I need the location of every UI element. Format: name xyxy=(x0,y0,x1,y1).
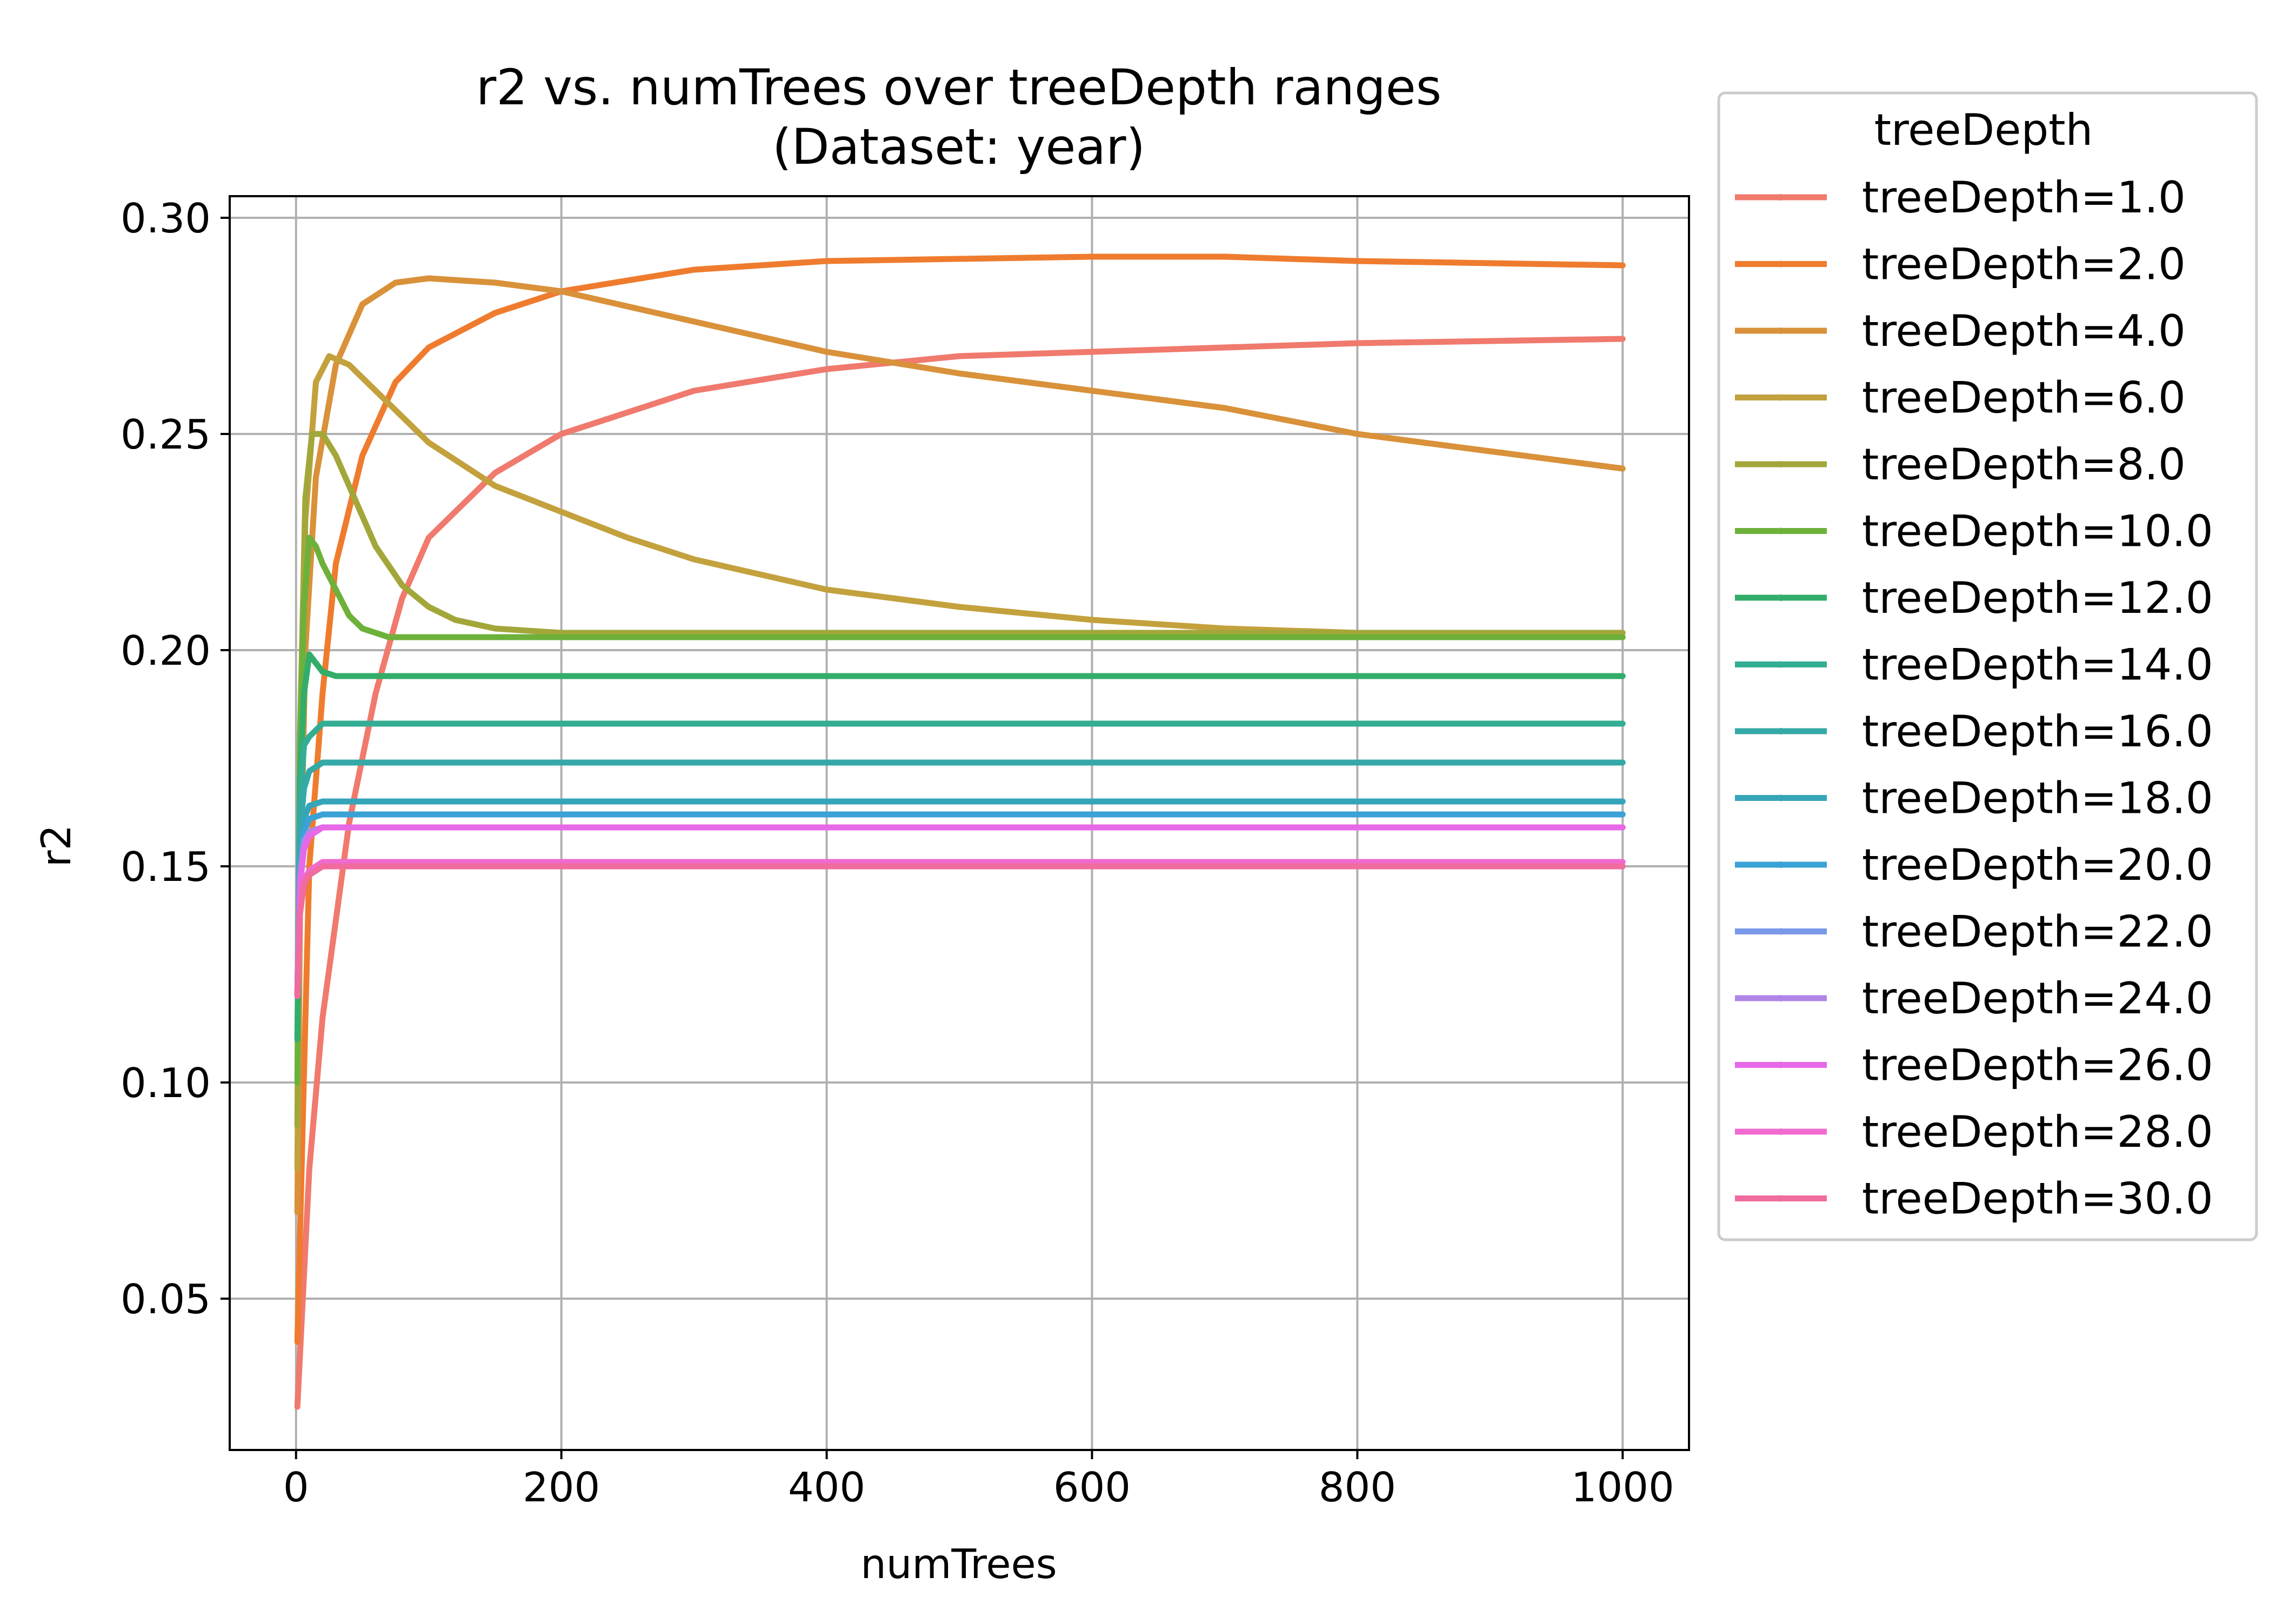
legend-marker-10 xyxy=(1778,861,1784,868)
series-line-3 xyxy=(294,353,1626,1172)
legend-label-7: treeDepth=14.0 xyxy=(1862,640,2213,690)
legend: treeDepth treeDepth=1.0treeDepth=2.0tree… xyxy=(1717,91,2258,1241)
legend-marker-9 xyxy=(1778,794,1784,801)
x-tick-label: 0 xyxy=(283,1463,309,1511)
y-tick-label: 0.05 xyxy=(121,1275,211,1323)
series-line-13 xyxy=(294,824,1626,999)
chart-title: r2 vs. numTrees over treeDepth ranges xyxy=(476,59,1441,116)
legend-marker-0 xyxy=(1778,194,1784,201)
legend-marker-11 xyxy=(1778,928,1784,935)
series-line-15 xyxy=(294,863,1626,999)
legend-label-12: treeDepth=24.0 xyxy=(1862,973,2213,1024)
legend-marker-2 xyxy=(1778,328,1784,334)
legend-marker-1 xyxy=(1778,260,1784,268)
x-tick-label: 400 xyxy=(788,1463,865,1511)
legend-box xyxy=(1717,91,2258,1241)
plot-area-frame xyxy=(229,195,1690,1451)
legend-label-10: treeDepth=20.0 xyxy=(1862,840,2213,890)
x-tick-label: 200 xyxy=(523,1463,600,1511)
legend-title: treeDepth xyxy=(1874,105,2093,155)
legend-label-11: treeDepth=22.0 xyxy=(1862,907,2213,957)
legend-marker-15 xyxy=(1778,1195,1784,1202)
x-axis-label: numTrees xyxy=(860,1540,1057,1588)
legend-label-0: treeDepth=1.0 xyxy=(1862,172,2186,223)
legend-label-9: treeDepth=18.0 xyxy=(1862,773,2213,824)
y-tick-label: 0.15 xyxy=(121,843,211,891)
y-tick-label: 0.30 xyxy=(121,195,211,242)
legend-marker-12 xyxy=(1778,995,1784,1001)
legend-marker-7 xyxy=(1778,661,1784,668)
y-tick-label: 0.10 xyxy=(121,1059,211,1107)
legend-label-1: treeDepth=2.0 xyxy=(1862,239,2186,290)
legend-marker-13 xyxy=(1778,1061,1784,1068)
y-tick-label: 0.20 xyxy=(121,627,211,674)
series-line-4 xyxy=(294,431,1626,1129)
chart-subtitle: (Dataset: year) xyxy=(772,119,1145,176)
legend-label-6: treeDepth=12.0 xyxy=(1862,573,2213,623)
legend-label-15: treeDepth=30.0 xyxy=(1862,1174,2213,1224)
legend-marker-14 xyxy=(1778,1128,1784,1135)
legend-label-4: treeDepth=8.0 xyxy=(1862,439,2186,490)
legend-marker-8 xyxy=(1778,728,1784,734)
y-tick-label: 0.25 xyxy=(121,411,211,458)
series-lines xyxy=(294,253,1626,1410)
series-line-0 xyxy=(294,336,1626,1410)
legend-marker-6 xyxy=(1778,594,1784,601)
x-tick-label: 600 xyxy=(1053,1463,1131,1511)
axis-ticks: 0 200 400 600 800 1000 0.05 0.10 0.15 0.20 0.25 0.3… xyxy=(121,195,1674,1511)
legend-marker-3 xyxy=(1778,394,1784,401)
legend-label-2: treeDepth=4.0 xyxy=(1862,306,2186,356)
legend-marker-5 xyxy=(1778,527,1784,534)
series-line-5 xyxy=(294,534,1626,1086)
legend-label-5: treeDepth=10.0 xyxy=(1862,506,2213,557)
legend-label-14: treeDepth=28.0 xyxy=(1862,1107,2213,1157)
x-tick-label: 1000 xyxy=(1571,1463,1674,1511)
y-axis-label: r2 xyxy=(32,825,80,867)
legend-marker-4 xyxy=(1778,461,1784,467)
legend-items: treeDepth=1.0 treeDepth=2.0 treeDepth=4.0 t… xyxy=(1735,172,2213,1224)
series-line-1 xyxy=(294,253,1626,1345)
legend-label-8: treeDepth=16.0 xyxy=(1862,706,2213,757)
x-tick-label: 800 xyxy=(1319,1463,1396,1511)
legend-label-3: treeDepth=6.0 xyxy=(1862,373,2186,423)
series-line-2 xyxy=(294,275,1626,1215)
legend-label-13: treeDepth=26.0 xyxy=(1862,1040,2213,1091)
